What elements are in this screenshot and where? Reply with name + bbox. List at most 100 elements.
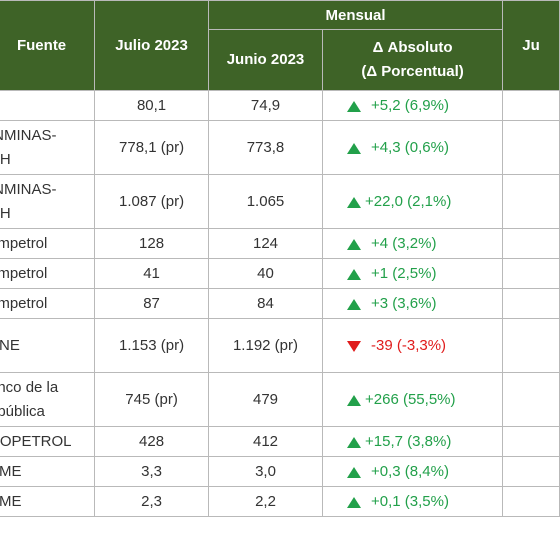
cell-next-column (502, 318, 560, 373)
arrow-up-icon (347, 394, 362, 406)
cell-next-column (502, 228, 560, 259)
cell-next-column (502, 174, 560, 229)
cell-delta: +0,1 (3,5%) (322, 486, 504, 517)
delta-value: +1 (2,5%) (371, 265, 437, 282)
arrow-up-icon (347, 142, 362, 154)
cell-fuente: ANE (0, 318, 96, 373)
arrow-down-icon (347, 340, 362, 352)
cell-junio: 84 (207, 288, 324, 319)
table-row: PME 3,33,0 +0,3 (8,4%) (0, 456, 560, 487)
cell-fuente: ampetrol (0, 288, 96, 319)
arrow-up-icon (347, 268, 362, 280)
cell-fuente-line: NH (0, 204, 11, 222)
cell-julio: 3,3 (94, 456, 209, 487)
cell-fuente-line: ampetrol (0, 294, 48, 312)
cell-fuente-line: ampetrol (0, 264, 48, 282)
arrow-up-icon (347, 436, 362, 448)
cell-fuente-line: ANE (0, 336, 20, 354)
cell-junio: 1.065 (207, 174, 324, 229)
delta-value: +0,1 (3,5%) (371, 493, 449, 510)
cell-junio: 773,8 (207, 120, 324, 175)
cell-fuente: ampetrol (0, 228, 96, 259)
cell-next-column (502, 258, 560, 289)
delta-value: +15,7 (3,8%) (365, 433, 452, 450)
cell-delta: +22,0 (2,1%) (322, 174, 504, 229)
header-next-column: Ju (502, 0, 560, 91)
cell-junio: 40 (207, 258, 324, 289)
table-row: ANE 1.153 (pr)1.192 (pr) -39 (-3,3%) (0, 318, 560, 373)
cell-julio: 2,3 (94, 486, 209, 517)
delta-value: -39 (-3,3%) (371, 337, 447, 354)
cell-delta: +0,3 (8,4%) (322, 456, 504, 487)
delta-value: +22,0 (2,1%) (365, 193, 452, 210)
cell-fuente-line: A (0, 94, 94, 118)
table-row: anco de la epública 745 (pr)479 +266 (55,5%… (0, 372, 560, 427)
cell-junio: 412 (207, 426, 324, 457)
header-fuente: Fuente (0, 0, 96, 91)
table-body: A80,174,9 +5,2 (6,9%) INMINAS- NH 778,1 (pr)… (0, 90, 560, 517)
cell-delta: +15,7 (3,8%) (322, 426, 504, 457)
cell-delta: +5,2 (6,9%) (322, 90, 504, 121)
delta-value: +0,3 (8,4%) (371, 463, 449, 480)
cell-junio: 74,9 (207, 90, 324, 121)
cell-julio: 778,1 (pr) (94, 120, 209, 175)
cell-next-column (502, 486, 560, 517)
cell-next-column (502, 90, 560, 121)
cell-julio: 745 (pr) (94, 372, 209, 427)
cell-junio: 2,2 (207, 486, 324, 517)
cell-julio: 1.153 (pr) (94, 318, 209, 373)
cell-fuente: INMINAS- NH (0, 174, 96, 229)
cell-junio: 124 (207, 228, 324, 259)
cell-next-column (502, 456, 560, 487)
cell-julio: 41 (94, 258, 209, 289)
arrow-up-icon (347, 496, 362, 508)
header-delta-line2: (Δ Porcentual) (361, 63, 464, 80)
arrow-up-icon (347, 466, 362, 478)
header-mensual: Mensual (207, 0, 504, 30)
delta-value: +3 (3,6%) (371, 295, 437, 312)
arrow-up-icon (347, 298, 362, 310)
table-row: INMINAS- NH 1.087 (pr)1.065 +22,0 (2,1%) (0, 174, 560, 229)
delta-value: +5,2 (6,9%) (371, 97, 449, 114)
cell-julio: 1.087 (pr) (94, 174, 209, 229)
header-delta-line1: Δ Absoluto (372, 39, 453, 56)
cell-fuente: PME (0, 456, 96, 487)
delta-value: +4,3 (0,6%) (371, 139, 449, 156)
table-row: INMINAS- NH 778,1 (pr)773,8 +4,3 (0,6%) (0, 120, 560, 175)
cell-delta: -39 (-3,3%) (322, 318, 504, 373)
cell-junio: 3,0 (207, 456, 324, 487)
delta-value: +4 (3,2%) (371, 235, 437, 252)
arrow-up-icon (347, 238, 362, 250)
cell-fuente-line: anco de la (0, 378, 59, 396)
delta-value: +266 (55,5%) (365, 391, 456, 408)
cell-delta: +4,3 (0,6%) (322, 120, 504, 175)
data-table: Fuente Julio 2023 Mensual Ju Junio 2023 … (0, 0, 560, 517)
cell-julio: 428 (94, 426, 209, 457)
header-julio-2023: Julio 2023 (94, 0, 209, 91)
cell-junio: 1.192 (pr) (207, 318, 324, 373)
cell-delta: +3 (3,6%) (322, 288, 504, 319)
cell-junio: 479 (207, 372, 324, 427)
header-delta: Δ Absoluto (Δ Porcentual) (322, 29, 504, 91)
data-table-container: Fuente Julio 2023 Mensual Ju Junio 2023 … (0, 0, 560, 517)
cell-fuente-line: ampetrol (0, 234, 48, 252)
cell-next-column (502, 120, 560, 175)
cell-next-column (502, 372, 560, 427)
cell-fuente-line: COPETROL (0, 432, 72, 450)
cell-fuente: ampetrol (0, 258, 96, 289)
cell-next-column (502, 288, 560, 319)
arrow-up-icon (347, 100, 362, 112)
cell-fuente-line: PME (0, 462, 22, 480)
cell-next-column (502, 426, 560, 457)
header-junio-2023: Junio 2023 (207, 29, 324, 91)
cell-fuente: anco de la epública (0, 372, 96, 427)
cell-fuente-line: NH (0, 150, 11, 168)
cell-julio: 80,1 (94, 90, 209, 121)
cell-fuente-line: epública (0, 402, 45, 420)
cell-delta: +266 (55,5%) (322, 372, 504, 427)
cell-julio: 128 (94, 228, 209, 259)
cell-delta: +1 (2,5%) (322, 258, 504, 289)
